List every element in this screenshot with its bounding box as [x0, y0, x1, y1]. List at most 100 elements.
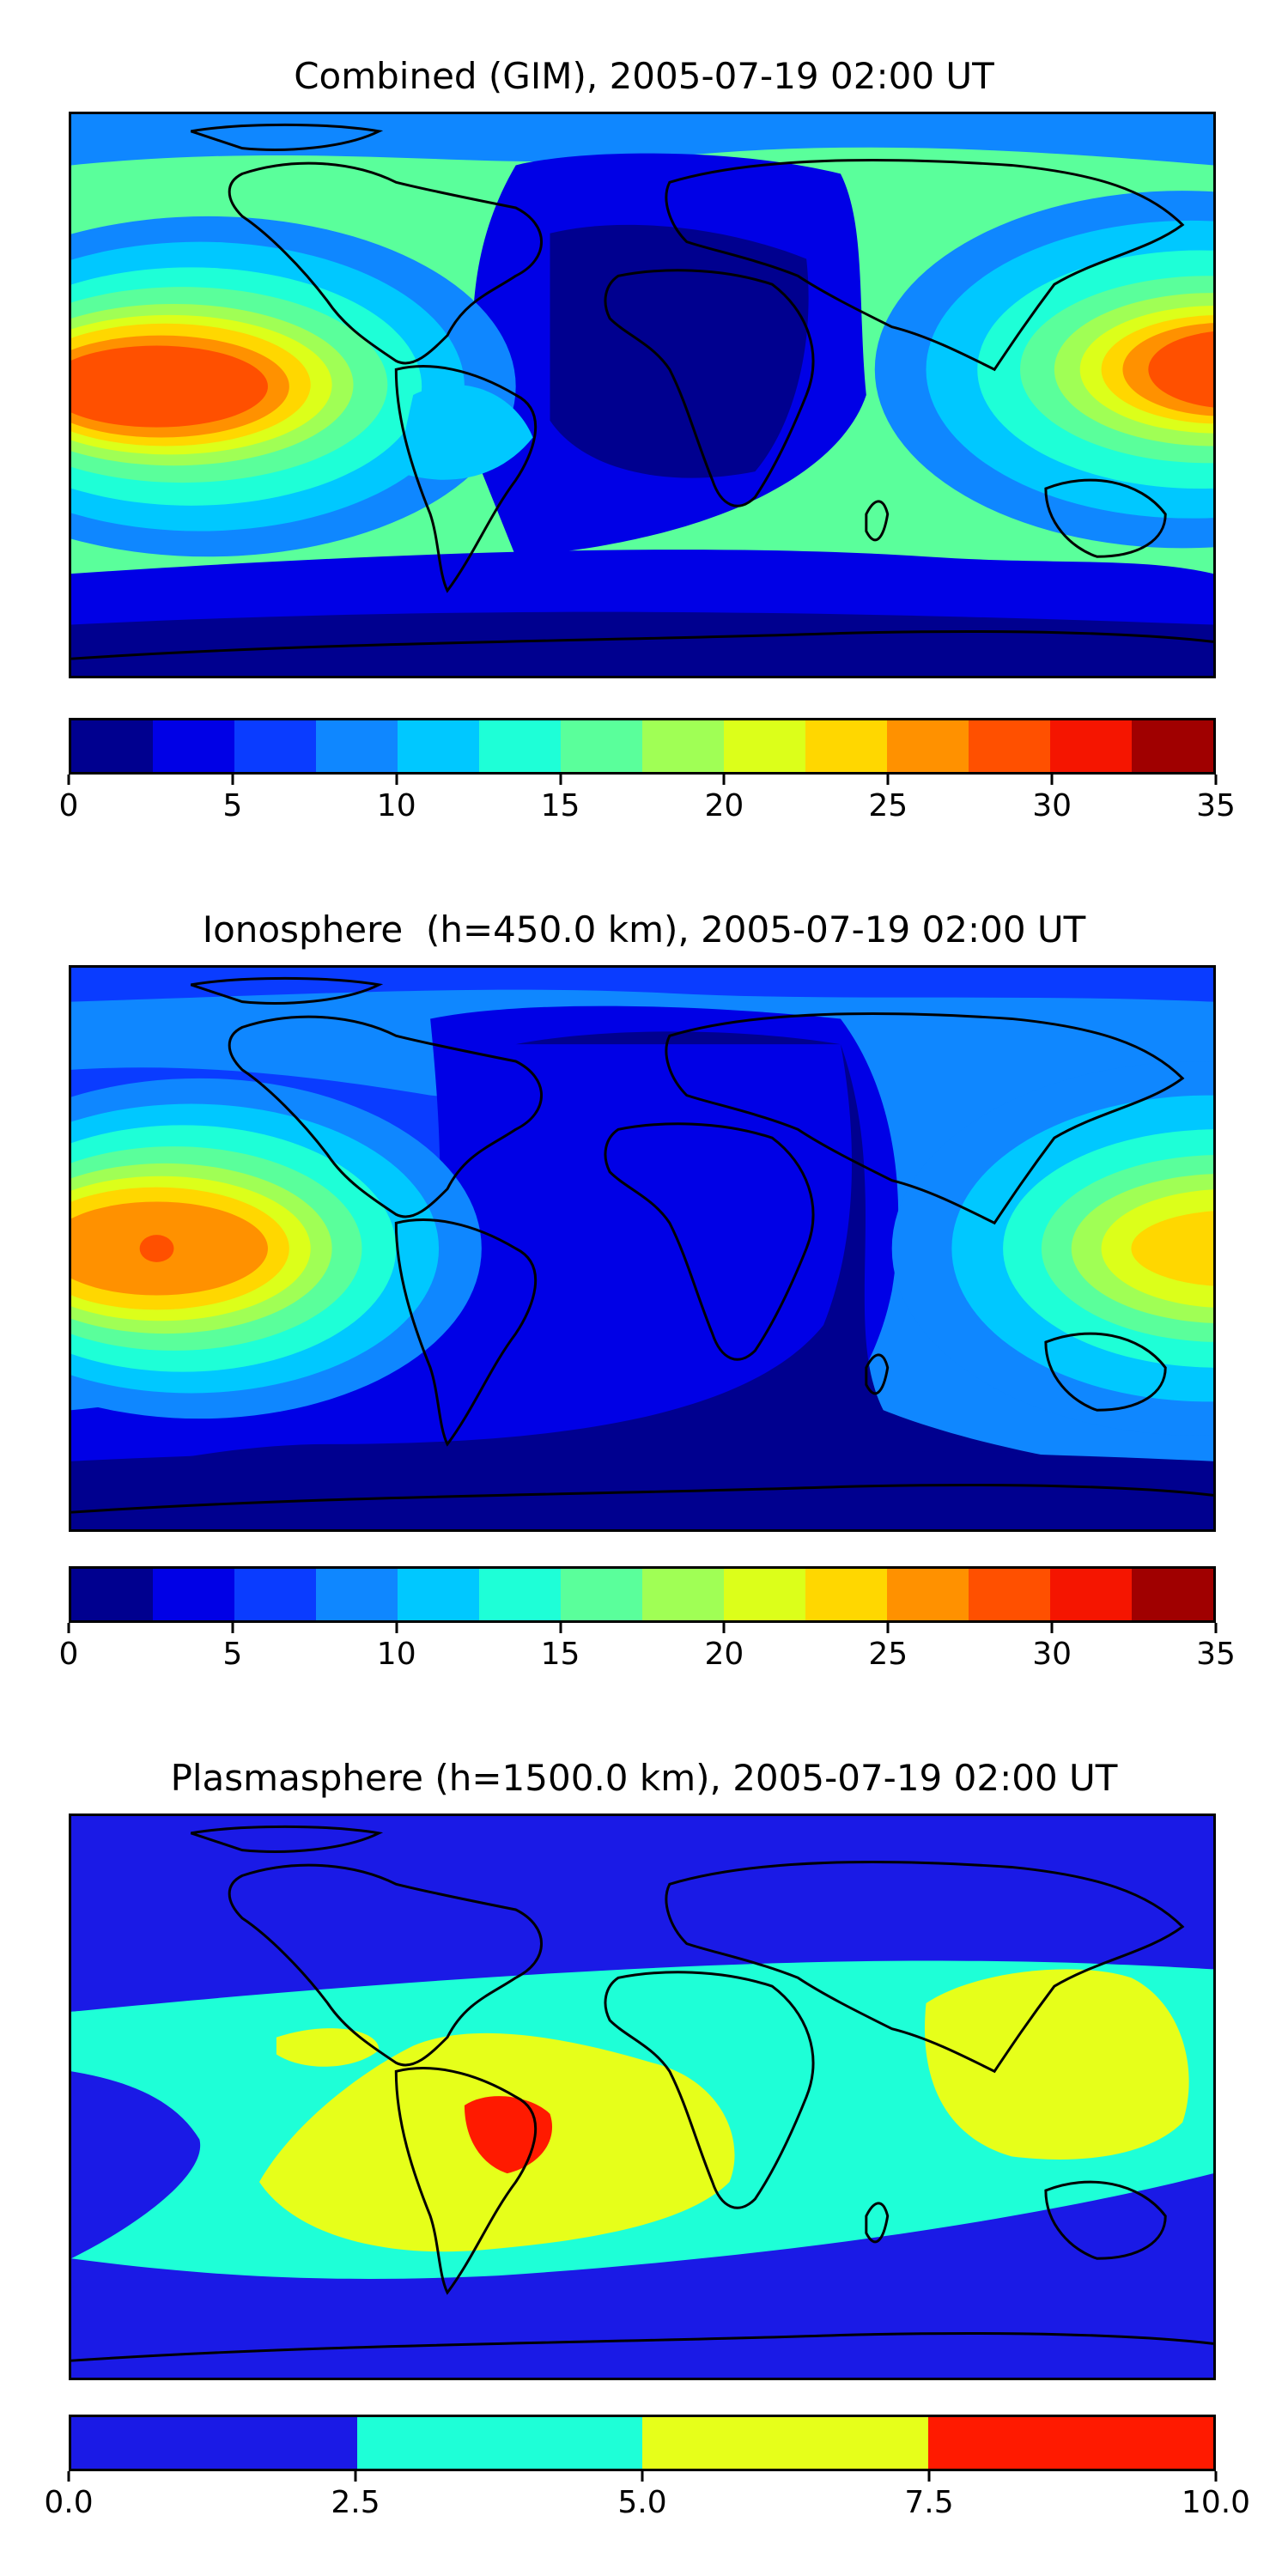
colorbar-tick [886, 1623, 890, 1633]
plasmasphere-colorbar [69, 2415, 1216, 2471]
colorbar-tick-label: 10.0 [1181, 2485, 1251, 2520]
ionosphere-map [69, 965, 1216, 1532]
colorbar-tick-label: 2.5 [331, 2485, 380, 2520]
colorbar-segment [479, 720, 561, 772]
colorbar-segment [724, 720, 805, 772]
colorbar-tick-label: 25 [868, 788, 908, 823]
colorbar-tick [395, 1623, 398, 1633]
colorbar-segment [642, 2417, 928, 2469]
colorbar-segment [316, 1569, 398, 1620]
colorbar-tick [354, 2471, 357, 2482]
colorbar-tick-label: 5 [222, 788, 243, 823]
contour-region [1148, 331, 1213, 408]
contour-region [139, 1235, 174, 1262]
colorbar-tick-label: 35 [1196, 1637, 1236, 1672]
colorbar-tick-label: 5.0 [617, 2485, 667, 2520]
colorbar-segment [1132, 1569, 1213, 1620]
colorbar-tick [722, 775, 726, 785]
contour-region [924, 1969, 1189, 2160]
colorbar-tick [927, 2471, 931, 2482]
panel-1-title: Combined (GIM), 2005-07-19 02:00 UT [294, 55, 994, 97]
colorbar-tick-label: 35 [1196, 788, 1236, 823]
colorbar-tick [1050, 1623, 1054, 1633]
colorbar-segment [234, 1569, 316, 1620]
colorbar-tick-label: 15 [540, 788, 580, 823]
colorbar-segment [153, 720, 234, 772]
combined-colorbar-ticks: 0 5 10 15 20 25 30 35 [59, 775, 1236, 826]
colorbar-tick [886, 775, 890, 785]
colorbar-tick [1214, 1623, 1218, 1633]
colorbar-segment [71, 720, 153, 772]
combined-gim-contours [71, 114, 1213, 676]
colorbar-segment [479, 1569, 561, 1620]
contour-region [550, 224, 809, 478]
ionosphere-colorbar [69, 1566, 1216, 1623]
colorbar-tick-label: 5 [222, 1637, 243, 1672]
colorbar-tick [67, 775, 70, 785]
colorbar-segment [887, 1569, 969, 1620]
colorbar-tick [231, 775, 234, 785]
colorbar-tick-label: 10 [376, 1637, 416, 1672]
contour-region [71, 2010, 123, 2025]
coastlines [71, 123, 1213, 660]
colorbar-segment [71, 2417, 357, 2469]
colorbar-segment [1050, 720, 1132, 772]
contour-region [71, 345, 268, 428]
colorbar-tick-label: 7.5 [904, 2485, 954, 2520]
colorbar-segment [561, 720, 642, 772]
colorbar-tick-label: 25 [868, 1637, 908, 1672]
colorbar-tick-label: 0.0 [44, 2485, 94, 2520]
combined-colorbar [69, 718, 1216, 775]
colorbar-tick-label: 15 [540, 1637, 580, 1672]
colorbar-tick [231, 1623, 234, 1633]
contour-region [276, 2028, 380, 2067]
colorbar-tick-label: 30 [1032, 788, 1072, 823]
colorbar-segment [153, 1569, 234, 1620]
contour-region [1131, 1211, 1213, 1286]
colorbar-segment [1050, 1569, 1132, 1620]
colorbar-tick [722, 1623, 726, 1633]
colorbar-segment [805, 720, 887, 772]
colorbar-tick [67, 1623, 70, 1633]
colorbar-tick [559, 775, 562, 785]
combined-gim-map [69, 112, 1216, 678]
colorbar-segment [724, 1569, 805, 1620]
colorbar-tick-label: 0 [58, 788, 79, 823]
colorbar-segment [805, 1569, 887, 1620]
panel-2-title: Ionosphere (h=450.0 km), 2005-07-19 02:0… [202, 908, 1086, 951]
colorbar-tick-label: 10 [376, 788, 416, 823]
coastlines [71, 976, 1213, 1514]
colorbar-segment [969, 1569, 1050, 1620]
colorbar-segment [561, 1569, 642, 1620]
colorbar-segment [398, 1569, 479, 1620]
colorbar-tick [1214, 2471, 1218, 2482]
colorbar-tick [67, 2471, 70, 2482]
colorbar-tick [641, 2471, 644, 2482]
colorbar-segment [1132, 720, 1213, 772]
colorbar-tick-label: 20 [704, 788, 744, 823]
colorbar-tick [1214, 775, 1218, 785]
coastlines [71, 1825, 1213, 2362]
ionosphere-contours [71, 968, 1213, 1529]
colorbar-segment [642, 720, 724, 772]
colorbar-tick [1050, 775, 1054, 785]
contour-region [71, 968, 1213, 1002]
contour-region [396, 385, 533, 480]
colorbar-tick-label: 0 [58, 1637, 79, 1672]
colorbar-tick-label: 30 [1032, 1637, 1072, 1672]
colorbar-segment [316, 720, 398, 772]
colorbar-segment [398, 720, 479, 772]
colorbar-segment [356, 2417, 642, 2469]
colorbar-tick-label: 20 [704, 1637, 744, 1672]
colorbar-segment [887, 720, 969, 772]
ionosphere-colorbar-ticks: 0 5 10 15 20 25 30 35 [59, 1623, 1236, 1674]
plasmasphere-map [69, 1814, 1216, 2380]
colorbar-segment [927, 2417, 1213, 2469]
plasmasphere-colorbar-ticks: 0.0 2.5 5.0 7.5 10.0 [44, 2471, 1250, 2523]
contour-region [71, 1448, 1213, 1529]
colorbar-tick [395, 775, 398, 785]
plasmasphere-contours [71, 1816, 1213, 2378]
colorbar-segment [71, 1569, 153, 1620]
contour-region [71, 611, 1213, 676]
panel-3-title: Plasmasphere (h=1500.0 km), 2005-07-19 0… [170, 1757, 1118, 1799]
